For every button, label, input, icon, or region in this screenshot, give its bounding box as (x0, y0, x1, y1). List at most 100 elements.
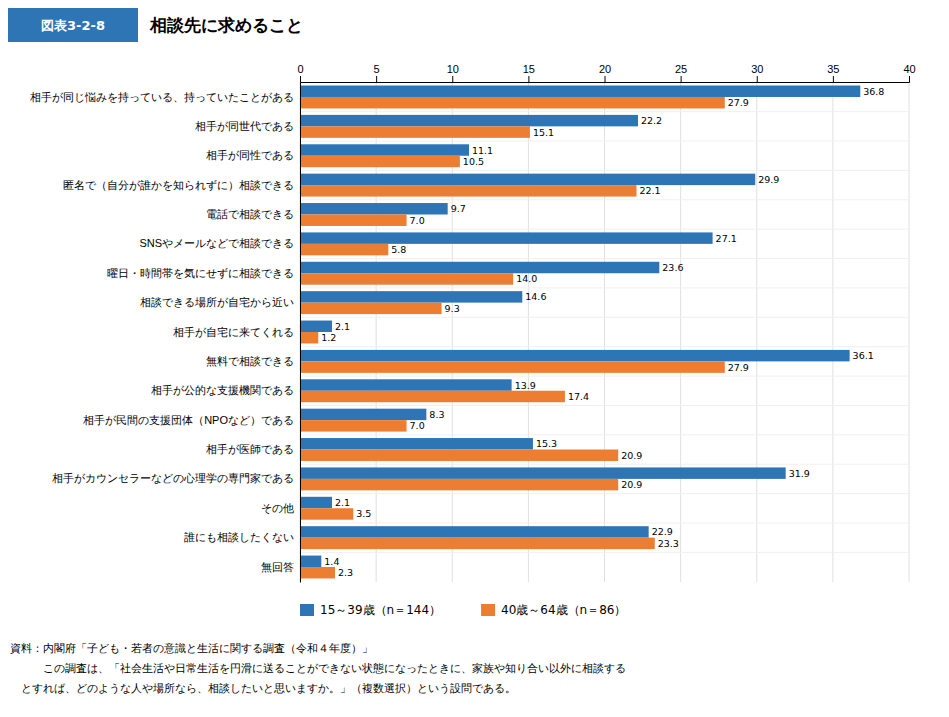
x-tick-label: 25 (675, 63, 687, 75)
x-tick-mark (605, 76, 606, 82)
bars (300, 86, 860, 579)
separator (300, 317, 909, 318)
legend-label: 15～39歳（n＝144） (320, 603, 441, 617)
x-tick: 10 (447, 63, 459, 82)
x-tick-mark (300, 76, 301, 82)
separator (300, 141, 909, 142)
bar (300, 409, 426, 420)
x-tick-label: 20 (599, 63, 611, 75)
bar (300, 497, 332, 508)
data-label: 27.1 (716, 233, 737, 244)
data-label: 8.3 (429, 409, 444, 420)
bar (300, 144, 469, 155)
separator (300, 405, 909, 406)
legend-swatch (481, 604, 495, 616)
x-axis-line (301, 76, 910, 83)
footnote: 資料：内閣府「子ども・若者の意識と生活に関する調査（令和４年度）」 (10, 642, 373, 655)
grid-line (680, 82, 681, 582)
y-tick-label: その他 (261, 502, 294, 514)
y-tick: 匿名で（自分が誰かを知られずに）相談できる (63, 179, 300, 192)
header-label: 図表3-2-8 (41, 18, 105, 33)
y-axis-line (300, 83, 301, 583)
x-tick-label: 0 (297, 63, 303, 75)
separator (300, 258, 909, 259)
x-tick-mark (833, 76, 834, 82)
data-label: 36.1 (853, 350, 874, 361)
bar (300, 361, 725, 372)
x-tick-mark (757, 76, 758, 82)
separator (300, 552, 909, 553)
bar (300, 126, 530, 137)
x-tick: 35 (827, 63, 839, 82)
data-label: 14.6 (525, 291, 546, 302)
bar (300, 379, 512, 390)
grid-line (300, 82, 301, 582)
data-label: 15.1 (533, 127, 554, 138)
data-label: 2.3 (338, 567, 353, 578)
data-label: 1.2 (321, 332, 336, 343)
bar (300, 244, 388, 255)
data-label: 20.9 (621, 479, 642, 490)
bar (300, 538, 655, 549)
bar (300, 185, 636, 196)
data-label: 22.9 (652, 526, 673, 537)
bar (300, 156, 460, 167)
data-label: 5.8 (391, 244, 406, 255)
header: 図表3-2-8 相談先に求めること (8, 8, 303, 42)
bar (300, 115, 638, 126)
y-tick-label: 相手が自宅に来てくれる (173, 326, 294, 338)
separator (300, 199, 909, 200)
y-axis: 相手が同じ悩みを持っている、持っていたことがある相手が同世代である相手が同性であ… (30, 83, 301, 583)
y-tick-label: 相談できる場所が自宅から近い (140, 296, 294, 308)
y-tick-label: 相手が医師である (206, 443, 294, 455)
x-tick-mark (528, 76, 529, 82)
bar (300, 174, 755, 185)
data-label: 15.3 (536, 438, 557, 449)
footnote: この調査は、「社会生活や日常生活を円滑に送ることができない状態になったときに、家… (10, 662, 626, 675)
bar (300, 262, 659, 273)
x-tick: 25 (675, 63, 687, 82)
y-tick-label: 無回答 (261, 561, 294, 573)
x-tick-mark (452, 76, 453, 82)
data-label: 7.0 (410, 420, 425, 431)
data-label: 1.4 (324, 556, 339, 567)
bar (300, 232, 713, 243)
y-tick: 誰にも相談したくない (184, 531, 300, 543)
grid-line (604, 82, 605, 582)
y-tick: 相手が医師である (206, 443, 300, 455)
y-tick-label: 相手が同じ悩みを持っている、持っていたことがある (30, 91, 294, 103)
x-tick-label: 35 (827, 63, 839, 75)
x-tick: 30 (751, 63, 763, 82)
bar (300, 350, 850, 361)
separator (300, 434, 909, 435)
y-tick: 相手がカウンセラーなどの心理学の専門家である (52, 472, 300, 484)
grid-line (528, 82, 529, 582)
chart: 図表3-2-8相談先に求めること36.822.211.129.99.727.12… (0, 0, 949, 717)
legend: 15～39歳（n＝144） 40歳～64歳（n＝86） (300, 603, 626, 617)
y-tick: 相手が同性である (206, 149, 300, 161)
y-tick-label: 相手が公的な支援機関である (151, 384, 294, 396)
y-tick: 相手が民間の支援団体（NPOなど）である (83, 414, 300, 426)
y-tick-label: 相手がカウンセラーなどの心理学の専門家である (52, 472, 294, 484)
data-label: 11.1 (472, 145, 493, 156)
bar (300, 479, 618, 490)
data-labels: 36.822.211.129.99.727.123.614.62.136.113… (321, 86, 884, 578)
bar (300, 203, 448, 214)
separators (300, 112, 909, 553)
data-label: 10.5 (463, 156, 484, 167)
bar (300, 450, 618, 461)
legend-label: 40歳～64歳（n＝86） (501, 603, 626, 617)
x-tick: 20 (599, 63, 611, 82)
y-tick: 曜日・時間帯を気にせずに相談できる (107, 267, 300, 280)
data-label: 27.9 (728, 97, 749, 108)
bar (300, 303, 442, 314)
y-tick-label: 無料で相談できる (206, 355, 294, 367)
y-tick-label: 曜日・時間帯を気にせずに相談できる (107, 267, 294, 280)
title: 相談先に求めること (149, 15, 303, 35)
bar (300, 391, 565, 402)
y-tick: 無回答 (261, 561, 300, 573)
y-tick-label: 相手が同世代である (195, 120, 294, 132)
x-tick: 40 (903, 63, 915, 82)
y-tick: 無料で相談できる (206, 355, 300, 367)
data-label: 9.7 (451, 203, 466, 214)
